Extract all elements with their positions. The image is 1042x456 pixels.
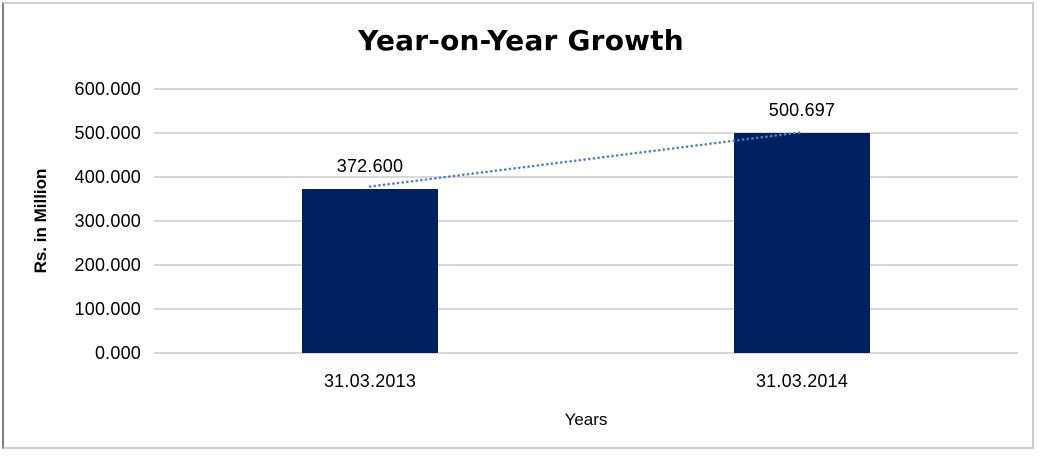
y-tick-label: 400.000 [74, 167, 141, 187]
y-tick-label: 500.000 [74, 123, 141, 143]
y-tick-label: 200.000 [74, 255, 141, 275]
trendline [368, 130, 804, 188]
gridline [154, 132, 1018, 134]
chart-title: Year-on-Year Growth [358, 24, 684, 57]
gridline [154, 88, 1018, 90]
x-axis-title: Years [564, 410, 608, 429]
bar [302, 189, 438, 353]
y-tick-label: 300.000 [74, 211, 141, 231]
y-tick-label: 0.000 [94, 343, 141, 363]
gridline [154, 264, 1018, 266]
y-tick-label: 600.000 [74, 79, 141, 99]
gridline [154, 176, 1018, 178]
x-tick-label: 31.03.2014 [755, 371, 849, 391]
x-tick-label: 31.03.2013 [323, 371, 417, 391]
y-tick-label: 100.000 [74, 299, 141, 319]
gridline [154, 220, 1018, 222]
y-axis-title: Rs. in Million [31, 168, 50, 274]
bar [734, 132, 870, 353]
data-label: 372.600 [336, 156, 404, 177]
gridline [154, 352, 1018, 354]
gridline [154, 308, 1018, 310]
data-label: 500.697 [768, 99, 836, 120]
plot-area [154, 88, 1018, 354]
